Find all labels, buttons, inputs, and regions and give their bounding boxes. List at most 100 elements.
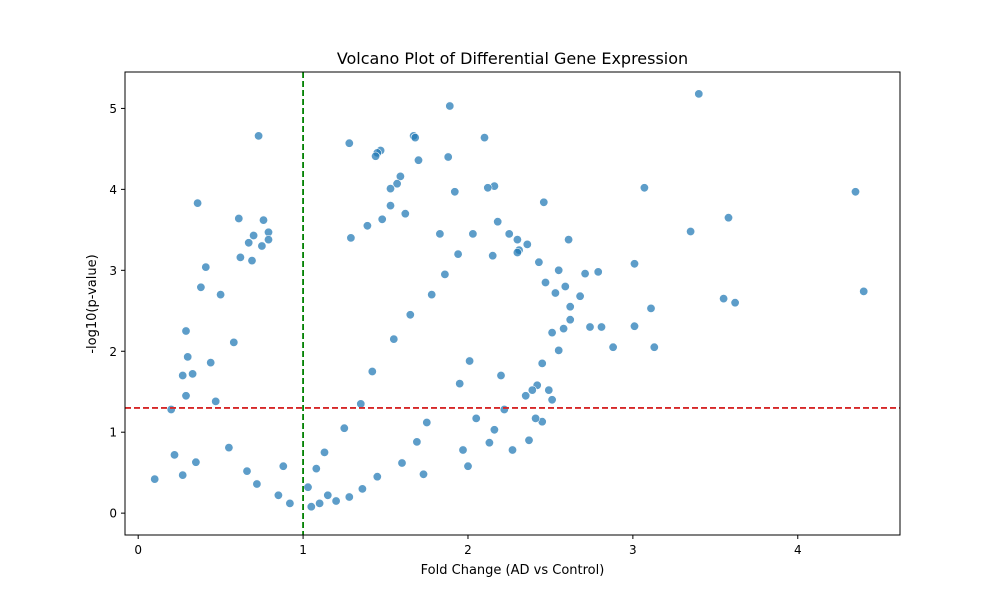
data-point xyxy=(303,482,313,492)
data-point xyxy=(339,423,349,433)
data-point xyxy=(521,391,531,401)
data-point xyxy=(565,315,575,325)
data-point xyxy=(499,404,509,414)
data-point xyxy=(539,197,549,207)
data-point xyxy=(730,298,740,308)
data-point xyxy=(150,474,160,484)
data-point xyxy=(484,438,494,448)
data-point xyxy=(319,447,329,457)
data-point xyxy=(224,443,234,453)
data-point xyxy=(450,187,460,197)
data-point xyxy=(263,235,273,245)
data-point xyxy=(249,231,259,241)
data-point xyxy=(178,370,188,380)
data-point xyxy=(257,241,267,251)
data-point xyxy=(346,233,356,243)
data-point xyxy=(493,217,503,227)
data-point xyxy=(575,291,585,301)
x-tick-label: 4 xyxy=(794,543,802,557)
data-point xyxy=(512,248,522,258)
data-point xyxy=(504,229,514,239)
data-point xyxy=(216,290,226,300)
data-point xyxy=(593,267,603,277)
data-point xyxy=(372,472,382,482)
data-point xyxy=(554,265,564,275)
data-point xyxy=(719,294,729,304)
data-point xyxy=(395,171,405,181)
y-tick-label: 3 xyxy=(109,264,117,278)
data-point xyxy=(524,435,534,445)
data-point xyxy=(534,257,544,267)
data-point xyxy=(458,445,468,455)
data-point xyxy=(455,379,465,389)
data-point xyxy=(540,277,550,287)
reference-lines xyxy=(125,72,900,535)
data-point xyxy=(639,183,649,193)
data-point xyxy=(585,322,595,332)
data-point xyxy=(367,366,377,376)
y-axis-label: -log10(p-value) xyxy=(85,254,100,353)
data-point xyxy=(247,256,257,266)
data-point xyxy=(560,281,570,291)
data-point xyxy=(522,239,532,249)
data-point xyxy=(443,152,453,162)
y-tick-label: 4 xyxy=(109,183,117,197)
x-axis-label: Fold Change (AD vs Control) xyxy=(421,563,605,578)
data-point xyxy=(356,399,366,409)
data-point xyxy=(686,227,696,237)
data-point xyxy=(483,183,493,193)
data-point xyxy=(471,413,481,423)
data-point xyxy=(629,321,639,331)
data-point xyxy=(412,437,422,447)
data-point xyxy=(629,259,639,269)
data-point xyxy=(206,358,216,368)
data-point xyxy=(371,151,381,161)
data-point xyxy=(440,269,450,279)
data-point xyxy=(229,337,239,347)
data-point xyxy=(170,450,180,460)
data-point xyxy=(488,251,498,261)
data-point xyxy=(258,215,268,225)
scatter-points xyxy=(150,89,869,512)
data-point xyxy=(181,326,191,336)
data-point xyxy=(496,370,506,380)
data-point xyxy=(422,417,432,427)
data-point xyxy=(201,262,211,272)
plot-frame xyxy=(124,71,901,536)
data-point xyxy=(323,490,333,500)
data-point xyxy=(445,101,455,111)
data-point xyxy=(377,214,387,224)
data-point xyxy=(646,303,656,313)
data-point xyxy=(235,252,245,262)
y-axis: 0 1 2 3 4 5 xyxy=(109,102,125,521)
data-point xyxy=(859,286,869,296)
data-point xyxy=(196,282,206,292)
data-point xyxy=(850,187,860,197)
data-point xyxy=(285,498,295,508)
data-point xyxy=(392,179,402,189)
data-point xyxy=(527,385,537,395)
data-point xyxy=(507,445,517,455)
data-point xyxy=(306,502,316,512)
data-point xyxy=(479,133,489,143)
data-point xyxy=(596,322,606,332)
data-point xyxy=(244,238,254,248)
data-point xyxy=(550,288,560,298)
data-point xyxy=(242,466,252,476)
x-tick-label: 1 xyxy=(299,543,307,557)
data-point xyxy=(315,498,325,508)
data-point xyxy=(278,461,288,471)
data-point xyxy=(166,404,176,414)
data-point xyxy=(463,461,473,471)
data-point xyxy=(418,469,428,479)
data-point xyxy=(385,184,395,194)
data-point xyxy=(252,479,262,489)
data-point xyxy=(188,369,198,379)
data-point xyxy=(234,214,244,224)
data-point xyxy=(564,235,574,245)
data-point xyxy=(544,385,554,395)
data-point xyxy=(723,213,733,223)
data-point xyxy=(537,358,547,368)
